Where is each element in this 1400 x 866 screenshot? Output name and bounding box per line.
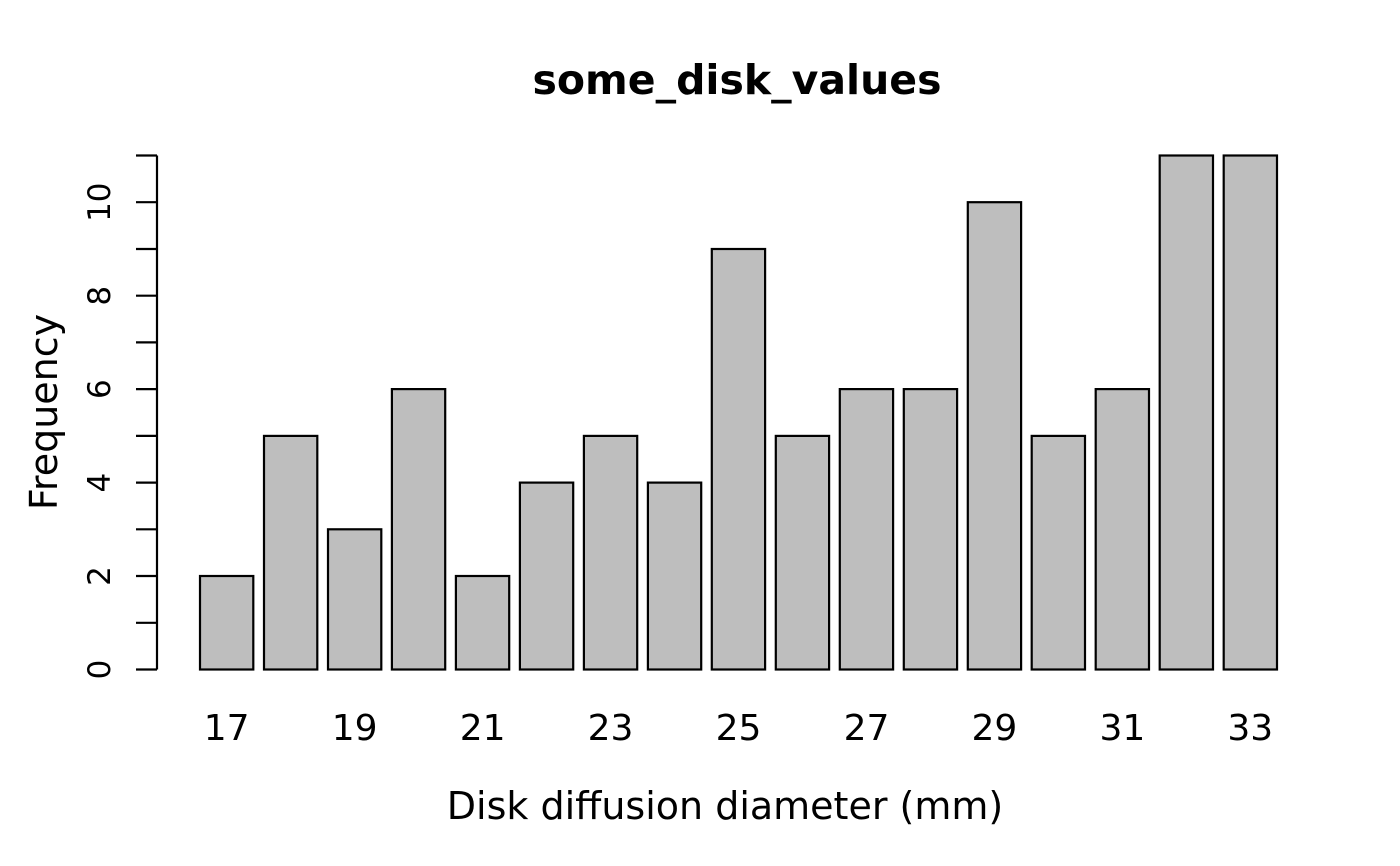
histogram-bar [262, 434, 319, 671]
histogram-bar [1094, 388, 1151, 671]
histogram-bar [198, 574, 255, 671]
histogram-bar [902, 388, 959, 671]
histogram-bar [1158, 154, 1215, 671]
histogram-bar [774, 434, 831, 671]
y-tick-label: 10 [82, 182, 118, 221]
x-tick-label: 33 [1227, 708, 1273, 749]
x-tick-label: 21 [460, 708, 506, 749]
x-axis-title: Disk diffusion diameter (mm) [447, 784, 1003, 828]
histogram-bar [838, 388, 895, 671]
histogram-bar [966, 201, 1023, 671]
histogram-bar [1030, 434, 1087, 671]
x-tick-label: 17 [204, 708, 250, 749]
histogram-bar [710, 247, 767, 671]
x-tick-label: 31 [1099, 708, 1145, 749]
histogram-bar [646, 481, 703, 671]
histogram-bar [1222, 154, 1279, 671]
x-tick-labels: 17 19 21 23 25 27 29 31 33 [204, 708, 1273, 749]
x-tick-label: 27 [844, 708, 890, 749]
histogram-bar [390, 388, 447, 671]
x-tick-label: 19 [332, 708, 378, 749]
x-tick-label: 23 [588, 708, 634, 749]
histogram-bar [582, 434, 639, 671]
chart-title: some_disk_values [532, 56, 941, 104]
histogram-bar [326, 528, 383, 671]
y-tick-label: 8 [82, 286, 118, 306]
y-tick-label: 2 [82, 566, 118, 586]
y-axis: 0 2 4 6 8 10 [82, 154, 159, 680]
histogram-bar [518, 481, 575, 671]
y-axis-title: Frequency [22, 314, 66, 510]
y-tick-label: 0 [82, 660, 118, 680]
x-tick-label: 25 [716, 708, 762, 749]
x-tick-label: 29 [971, 708, 1017, 749]
bars-group [198, 154, 1279, 671]
histogram-bar [454, 574, 511, 671]
y-tick-label: 6 [82, 379, 118, 399]
y-tick-label: 4 [82, 473, 118, 493]
